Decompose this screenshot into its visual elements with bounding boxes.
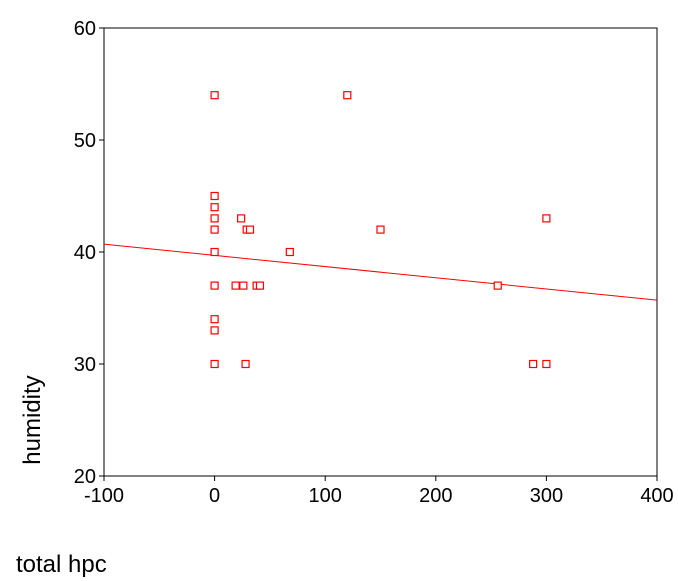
x-axis: -100 0 100 200 300 400 xyxy=(84,476,674,507)
data-point xyxy=(210,214,219,223)
x-tick-label: 400 xyxy=(640,485,673,507)
fit-line xyxy=(103,243,658,301)
y-axis: 20 30 40 50 60 xyxy=(74,18,104,488)
fit-line-group xyxy=(103,243,658,301)
plot-border xyxy=(103,27,658,477)
data-point xyxy=(210,225,219,234)
data-point xyxy=(210,326,219,335)
y-tick-label: 60 xyxy=(74,18,96,40)
data-point xyxy=(542,214,551,223)
data-point xyxy=(529,359,538,369)
y-axis-title: humidity xyxy=(19,375,46,464)
y-tick-label: 20 xyxy=(74,466,96,488)
data-point xyxy=(245,225,255,234)
data-point xyxy=(210,247,219,257)
data-point xyxy=(210,315,219,324)
data-point xyxy=(376,225,385,234)
data-point xyxy=(255,281,265,290)
data-points xyxy=(210,91,551,369)
data-point xyxy=(231,281,240,290)
data-point xyxy=(210,281,219,290)
x-axis-title: total hpc xyxy=(16,551,107,578)
data-point xyxy=(210,191,219,201)
x-tick-label: 200 xyxy=(419,485,452,507)
x-tick-label: 300 xyxy=(530,485,563,507)
data-point xyxy=(343,91,352,100)
x-tick-label: -100 xyxy=(84,485,124,507)
data-point xyxy=(493,281,502,290)
y-tick-label: 40 xyxy=(74,242,96,264)
data-point xyxy=(210,91,219,100)
data-point xyxy=(542,359,551,369)
data-point xyxy=(241,359,250,369)
x-tick-label: 100 xyxy=(309,485,342,507)
data-point xyxy=(239,281,248,290)
plot-frame xyxy=(103,27,658,477)
data-point xyxy=(210,359,219,369)
data-point xyxy=(210,203,219,212)
data-point xyxy=(237,214,246,223)
data-point xyxy=(285,247,294,257)
y-tick-label: 30 xyxy=(74,354,96,376)
y-tick-label: 50 xyxy=(74,130,96,152)
x-tick-label: 0 xyxy=(209,485,220,507)
